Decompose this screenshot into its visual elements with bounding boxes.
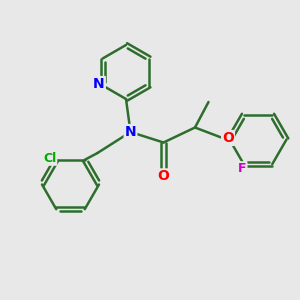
Text: F: F [238, 162, 247, 175]
Text: N: N [93, 77, 105, 91]
Text: N: N [125, 125, 136, 139]
Text: Cl: Cl [43, 152, 56, 165]
Text: O: O [158, 169, 169, 183]
Text: O: O [222, 131, 234, 145]
